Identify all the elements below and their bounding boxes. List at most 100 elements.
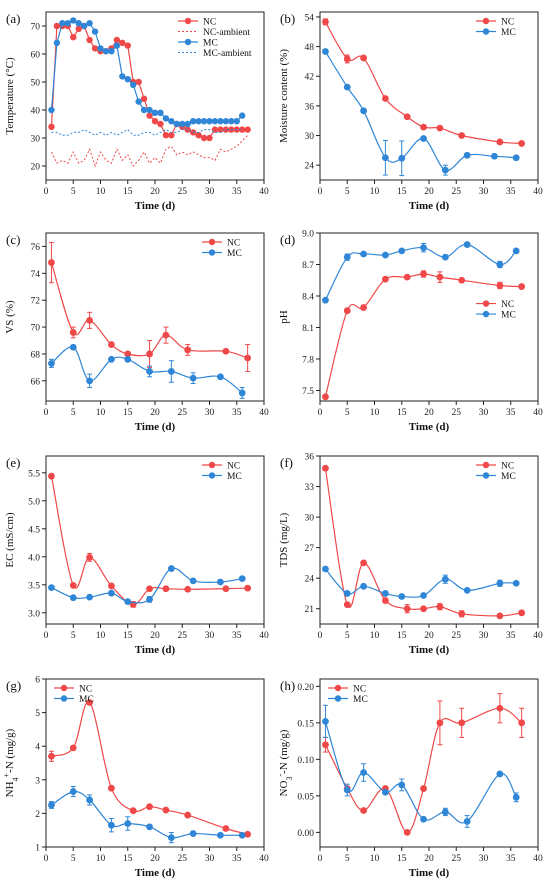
y-tick-label: 30 (305, 132, 315, 142)
legend-item: MC (202, 249, 242, 259)
data-point (512, 247, 520, 255)
data-point (184, 120, 191, 128)
x-tick-label: 5 (71, 631, 76, 641)
data-point (173, 120, 180, 128)
data-point (463, 587, 471, 594)
series-mc (322, 704, 520, 828)
data-point (189, 577, 197, 585)
series-line (51, 701, 248, 835)
x-tick-label: 25 (452, 408, 462, 418)
data-point (496, 612, 504, 620)
data-point (146, 585, 153, 593)
legend-item: NC (202, 239, 240, 249)
data-point (48, 584, 55, 591)
data-point (48, 123, 55, 130)
data-point (113, 36, 121, 44)
x-tick-label: 15 (397, 408, 407, 418)
series-nc-ambient (51, 134, 249, 168)
y-tick-label: 48 (305, 43, 315, 53)
x-tick-label: 10 (370, 854, 380, 864)
legend-item: NC (54, 685, 92, 695)
legend-label: NC (79, 685, 92, 695)
legend-item: MC (476, 472, 516, 482)
series-mc (322, 241, 520, 304)
data-point (91, 28, 99, 35)
data-point (146, 368, 153, 375)
x-tick-label: 35 (232, 408, 242, 418)
legend-label: NC (353, 685, 366, 695)
data-point (458, 719, 466, 727)
series-line (324, 51, 517, 171)
x-tick-label: 0 (44, 187, 49, 197)
data-point (162, 806, 170, 814)
data-point (108, 589, 115, 597)
series-nc (48, 241, 252, 372)
data-point (189, 374, 197, 382)
y-tick-label: 20 (31, 163, 41, 173)
legend-item: MC (476, 28, 516, 38)
y-tick-label: 4.5 (28, 525, 40, 535)
legend-swatch-marker (482, 300, 490, 307)
data-point (441, 808, 449, 816)
series-mc (322, 48, 520, 177)
x-tick-label: 30 (205, 187, 215, 197)
data-point (343, 601, 351, 609)
data-point (48, 359, 55, 367)
y-axis-label-sup: - (276, 774, 285, 777)
data-point (80, 22, 88, 30)
y-axis-label: pH (278, 310, 290, 324)
legend-swatch-marker (208, 249, 216, 256)
data-point (222, 118, 230, 125)
y-tick-label: 70 (31, 23, 41, 33)
x-tick-label: 25 (452, 187, 462, 197)
data-point (108, 784, 115, 792)
y-tick-label: 2 (35, 810, 40, 820)
chart-panel-d: (d) 0 5 10 15 20 25 30 35 40 7.5 7.8 8.1 8.4 8.7 9.0 Tim… (278, 230, 543, 434)
legend-label: NC (501, 18, 514, 28)
legend-item: NC (202, 462, 240, 472)
data-point (491, 152, 498, 160)
data-point (343, 786, 351, 794)
data-point (403, 273, 411, 281)
data-point (518, 283, 526, 290)
data-point (360, 107, 367, 115)
data-point (343, 590, 351, 597)
data-point (130, 81, 137, 89)
x-axis-label: Time (d) (135, 644, 176, 656)
x-tick-label: 10 (370, 631, 380, 641)
x-tick-label: 10 (96, 631, 106, 641)
panel-letter: (e) (6, 455, 20, 470)
data-point (441, 166, 449, 174)
data-point (228, 118, 235, 125)
y-axis-label: VS (%) (4, 300, 16, 334)
y-axis-label: EC (mS/cm) (4, 512, 16, 568)
y-tick-label: 1 (35, 844, 40, 854)
chart-panel-c: (c) 0 5 10 15 20 25 30 35 40 66 68 70 72 74 76 Time (d) V… (4, 232, 269, 433)
data-point (222, 126, 230, 133)
legend-label: NC (501, 462, 514, 472)
data-point (86, 699, 93, 706)
data-point (211, 118, 219, 125)
data-point (343, 253, 351, 261)
y-tick-label: 30 (31, 135, 41, 145)
data-point (86, 20, 93, 27)
data-point (360, 559, 367, 567)
y-tick-label: 36 (305, 102, 315, 112)
legend-label: MC-ambient (203, 49, 252, 59)
chart-panel-f: (f) 0 5 10 15 20 25 30 35 40 21 24 27 30 33 36 Time (d) T… (278, 453, 543, 657)
legend-swatch-marker (60, 684, 68, 692)
data-point (403, 113, 411, 121)
x-tick-label: 15 (123, 187, 133, 197)
data-point (179, 120, 186, 128)
data-point (382, 590, 389, 597)
legend-item: MC (54, 695, 94, 705)
x-tick-label: 20 (150, 408, 160, 418)
data-point (69, 788, 77, 795)
x-tick-label: 35 (506, 187, 516, 197)
y-tick-label: 36 (305, 453, 315, 463)
data-point (322, 296, 329, 304)
